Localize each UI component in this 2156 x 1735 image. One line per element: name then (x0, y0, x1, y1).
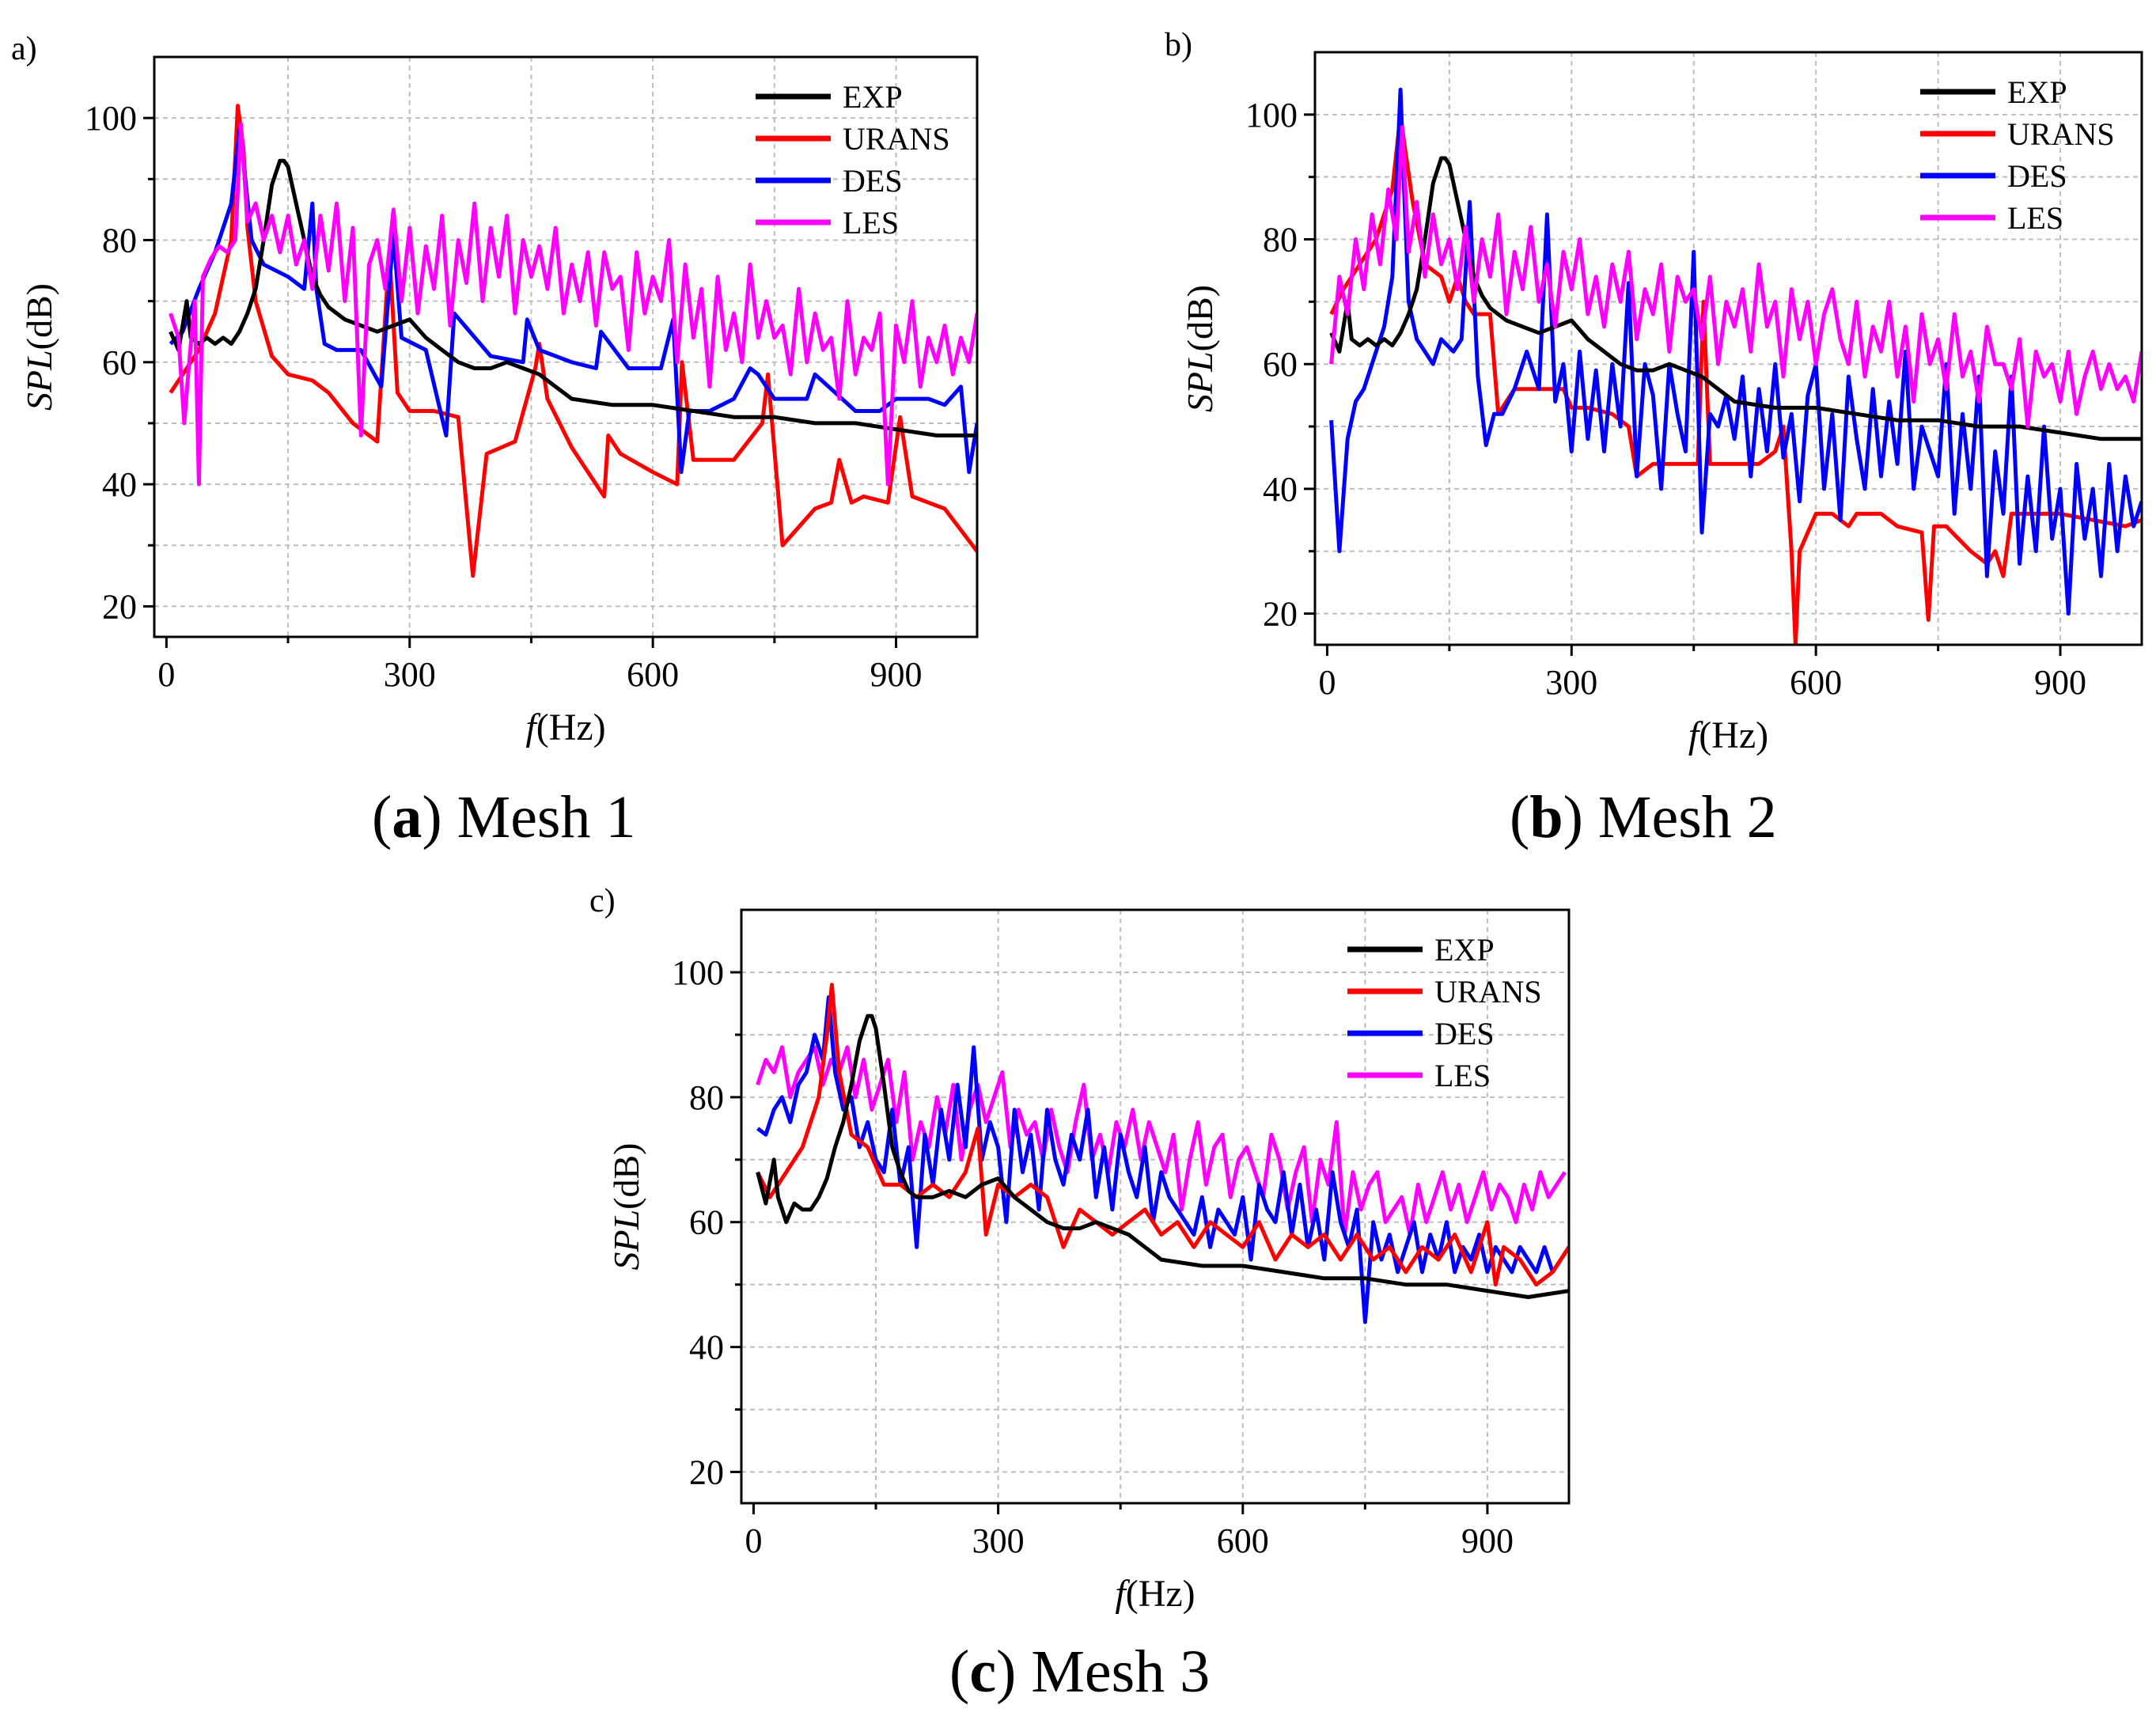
x-tick-label: 600 (1217, 1521, 1269, 1560)
series-group (756, 983, 1569, 1324)
x-axis-label-unit: (Hz) (1126, 1573, 1195, 1615)
legend: EXP URANS DES LES (756, 79, 950, 241)
plot-frame (153, 55, 979, 638)
y-axis-label: SPL(dB) (606, 1142, 646, 1270)
legend: EXP URANS DES LES (1920, 74, 2115, 236)
legend-label-exp: EXP (843, 79, 903, 115)
caption-c: (c) Mesh 3 (949, 1638, 1211, 1705)
y-axis-label: SPL(dB) (19, 283, 59, 411)
x-axis-label: f(Hz) (1115, 1573, 1195, 1615)
x-tick-label: 0 (157, 655, 175, 694)
y-axis-label-symbol: SPL (1180, 351, 1220, 412)
x-tick-label: 600 (627, 655, 679, 694)
y-axis-label-unit: (dB) (19, 283, 59, 350)
grid (154, 57, 977, 637)
series-line-exp (756, 1013, 1569, 1299)
series-group (169, 104, 977, 578)
caption-b: (b) Mesh 2 (1510, 784, 1777, 850)
legend-label-les: LES (1434, 1058, 1491, 1093)
series-line-des (169, 128, 977, 475)
series-line-exp (1329, 156, 2142, 441)
y-axis-label-unit: (dB) (1180, 285, 1220, 351)
x-axis-label-unit: (Hz) (536, 707, 606, 748)
x-tick-label: 300 (384, 655, 436, 694)
chart-panel-3: c) 0 300 600 900 20 40 60 80 100 f(Hz) SPL(dB) EXP UR… (589, 883, 1571, 1615)
panel-label: b) (1165, 27, 1192, 63)
series-line-des (1329, 87, 2142, 616)
y-axis-label-symbol: SPL (19, 350, 59, 411)
y-tick-label: 60 (102, 343, 137, 382)
series-line-exp (169, 158, 977, 438)
x-tick-label: 0 (745, 1521, 762, 1560)
panel-label: c) (589, 883, 616, 919)
x-tick-label: 900 (2034, 663, 2086, 702)
plot-frame (740, 908, 1571, 1505)
x-axis-label: f(Hz) (1688, 714, 1768, 756)
series-line-urans (1329, 112, 2142, 645)
series-line-les (1329, 125, 2142, 429)
legend-label-exp: EXP (1434, 932, 1495, 968)
legend-label-des: DES (2007, 158, 2067, 194)
legend-label-urans: URANS (2007, 116, 2115, 152)
caption-a: (a) Mesh 1 (372, 784, 636, 850)
legend-label-les: LES (843, 205, 899, 241)
legend: EXP URANS DES LES (1347, 932, 1542, 1093)
x-axis-label-unit: (Hz) (1699, 714, 1768, 756)
legend-label-les: LES (2007, 200, 2063, 236)
panel-label: a) (11, 31, 37, 67)
series-line-les (169, 122, 977, 487)
y-tick-label: 100 (1245, 96, 1298, 134)
x-tick-label: 900 (1461, 1521, 1514, 1560)
y-axis-label-unit: (dB) (606, 1142, 646, 1209)
x-tick-label: 0 (1318, 663, 1336, 702)
chart-panel-2: b) 0 300 600 900 20 40 60 80 100 f(Hz) SPL(dB) EXP UR… (1165, 27, 2143, 756)
series-line-urans (169, 104, 977, 578)
y-tick-label: 40 (689, 1328, 724, 1367)
y-tick-label: 40 (1263, 470, 1298, 509)
series-line-urans (756, 983, 1569, 1287)
x-tick-label: 900 (870, 655, 923, 694)
y-tick-label: 80 (1263, 221, 1298, 259)
y-tick-label: 80 (102, 221, 137, 259)
y-tick-label: 100 (85, 99, 137, 138)
legend-label-des: DES (843, 163, 903, 199)
chart-panel-1: a) 0 300 600 900 20 40 60 80 100 f(Hz) SPL(dB) EXP UR… (11, 31, 979, 748)
legend-label-urans: URANS (843, 121, 950, 157)
series-line-les (756, 1045, 1567, 1237)
y-tick-label: 20 (689, 1453, 724, 1492)
y-tick-label: 60 (1263, 345, 1298, 384)
legend-label-exp: EXP (2007, 74, 2067, 110)
y-tick-label: 100 (672, 953, 724, 992)
y-tick-label: 20 (1263, 595, 1298, 634)
x-tick-label: 300 (972, 1521, 1025, 1560)
x-tick-label: 300 (1545, 663, 1597, 702)
plot-frame (1313, 51, 2143, 646)
y-tick-label: 60 (689, 1203, 724, 1242)
y-axis-label-symbol: SPL (606, 1210, 646, 1271)
y-tick-label: 40 (102, 465, 137, 504)
x-axis-label: f(Hz) (525, 707, 605, 748)
x-tick-label: 600 (1790, 663, 1842, 702)
y-tick-label: 20 (102, 587, 137, 626)
legend-label-urans: URANS (1434, 974, 1542, 1010)
series-group (1329, 87, 2142, 645)
y-tick-label: 80 (689, 1078, 724, 1117)
legend-label-des: DES (1434, 1016, 1495, 1051)
y-axis-label: SPL(dB) (1180, 285, 1220, 412)
